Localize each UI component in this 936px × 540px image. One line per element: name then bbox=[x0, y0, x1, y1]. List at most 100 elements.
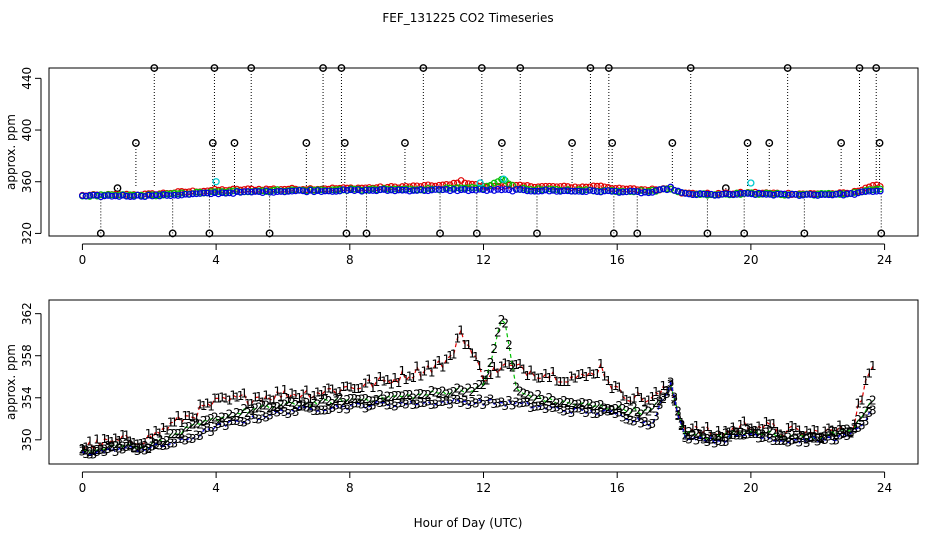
series-3-marker: 3 bbox=[858, 418, 866, 432]
series-2-marker: 2 bbox=[365, 394, 373, 408]
series-2-marker: 2 bbox=[546, 391, 554, 405]
flag-point bbox=[342, 229, 351, 238]
series-2-marker: 2 bbox=[608, 403, 616, 417]
series-1-marker: 1 bbox=[432, 358, 440, 372]
series-3-marker: 3 bbox=[446, 398, 454, 412]
series-1-marker: 1 bbox=[571, 372, 579, 386]
series-3-point bbox=[704, 190, 711, 198]
series-3-marker: 3 bbox=[318, 404, 326, 418]
series-1-marker: 1 bbox=[343, 379, 351, 393]
series-1-marker: 1 bbox=[86, 435, 94, 449]
series-1-marker: 1 bbox=[284, 392, 292, 406]
series-1-marker: 1 bbox=[659, 379, 667, 393]
series-1-marker: 1 bbox=[737, 418, 745, 432]
series-2-marker: 2 bbox=[174, 427, 182, 441]
series-3-marker: 3 bbox=[134, 444, 142, 458]
flag-point bbox=[210, 64, 219, 72]
series-3-marker: 3 bbox=[549, 401, 557, 415]
series-1-marker: 1 bbox=[303, 383, 311, 397]
series-1-marker: 1 bbox=[656, 388, 664, 402]
series-3-point bbox=[832, 190, 840, 198]
series-2-marker: 2 bbox=[193, 416, 201, 430]
series-3-marker: 3 bbox=[211, 420, 219, 434]
series-3-marker: 3 bbox=[108, 440, 116, 454]
series-1-marker: 1 bbox=[689, 422, 697, 436]
series-3-marker: 3 bbox=[667, 376, 675, 390]
series-3-point bbox=[829, 191, 836, 199]
series-2-marker: 2 bbox=[869, 393, 877, 407]
series-1-marker: 1 bbox=[527, 364, 535, 378]
series-3-point bbox=[424, 187, 432, 195]
series-1-marker: 1 bbox=[840, 426, 848, 440]
flag-point bbox=[872, 64, 881, 72]
series-3-marker: 3 bbox=[564, 403, 572, 417]
series-3-marker: 3 bbox=[299, 400, 307, 414]
series-2-marker: 2 bbox=[796, 428, 804, 442]
series-1-point bbox=[174, 188, 182, 195]
series-3-point bbox=[479, 186, 487, 194]
series-1-marker: 1 bbox=[163, 424, 171, 438]
series-2-marker: 2 bbox=[93, 443, 101, 457]
series-2-marker: 2 bbox=[472, 381, 480, 395]
series-3-marker: 3 bbox=[744, 428, 752, 442]
series-2-marker: 2 bbox=[810, 432, 818, 446]
series-1-marker: 1 bbox=[862, 374, 870, 388]
series-2-marker: 2 bbox=[159, 436, 167, 450]
series-1-marker: 1 bbox=[97, 441, 105, 455]
series-2-marker: 2 bbox=[314, 398, 322, 412]
x-tick-label: 20 bbox=[743, 481, 758, 495]
series-1-marker: 1 bbox=[215, 391, 223, 405]
series-3-point bbox=[615, 189, 623, 196]
series-3-marker: 3 bbox=[733, 428, 741, 442]
series-3-point bbox=[402, 186, 410, 194]
series-3-point bbox=[784, 191, 792, 199]
x-tick-label: 24 bbox=[877, 481, 892, 495]
series-2-marker: 2 bbox=[718, 430, 726, 444]
flag-point bbox=[633, 229, 642, 238]
series-1-marker: 1 bbox=[770, 417, 778, 431]
series-2-marker: 2 bbox=[108, 439, 116, 453]
series-2-marker: 2 bbox=[82, 443, 90, 457]
series-2-marker: 2 bbox=[637, 407, 645, 421]
series-1-marker: 1 bbox=[608, 382, 616, 396]
series-2-marker: 2 bbox=[307, 399, 315, 413]
series-1-marker: 1 bbox=[575, 368, 583, 382]
series-3-point bbox=[417, 186, 425, 193]
series-3-marker: 3 bbox=[86, 448, 94, 462]
series-3-marker: 3 bbox=[483, 394, 491, 408]
series-2-marker: 2 bbox=[376, 388, 384, 402]
series-3-marker: 3 bbox=[836, 428, 844, 442]
series-1-marker: 1 bbox=[266, 392, 274, 406]
series-2-marker: 2 bbox=[413, 388, 421, 402]
series-3-point bbox=[104, 192, 112, 199]
series-1-marker: 1 bbox=[516, 357, 524, 371]
series-3-marker: 3 bbox=[281, 405, 289, 419]
series-3-point bbox=[343, 186, 351, 194]
series-3-marker: 3 bbox=[590, 407, 598, 421]
flag-point bbox=[436, 229, 444, 238]
series-3-marker: 3 bbox=[226, 414, 234, 428]
series-2-marker: 2 bbox=[560, 394, 568, 408]
series-3-marker: 3 bbox=[163, 439, 171, 453]
series-1-point bbox=[869, 181, 877, 189]
series-3-point bbox=[189, 190, 197, 198]
series-3-marker: 3 bbox=[696, 430, 704, 444]
series-1-point bbox=[512, 181, 520, 189]
series-1-marker: 1 bbox=[601, 370, 609, 384]
series-1-marker: 1 bbox=[512, 358, 520, 372]
series-3-point bbox=[159, 191, 167, 198]
series-3-marker: 3 bbox=[384, 398, 392, 412]
series-1-point bbox=[520, 182, 528, 190]
flag-point bbox=[477, 64, 486, 72]
series-3-point bbox=[670, 186, 678, 194]
series-3-marker: 3 bbox=[652, 410, 660, 424]
series-2-marker: 2 bbox=[751, 424, 759, 438]
series-2-marker: 2 bbox=[479, 378, 487, 392]
series-3-point bbox=[862, 188, 869, 196]
series-2-marker: 2 bbox=[299, 398, 307, 412]
series-3-marker: 3 bbox=[457, 396, 465, 410]
series-2-point bbox=[667, 185, 675, 193]
series-2-marker: 2 bbox=[770, 427, 778, 441]
series-3-point bbox=[619, 188, 627, 196]
series-3-marker: 3 bbox=[450, 392, 458, 406]
